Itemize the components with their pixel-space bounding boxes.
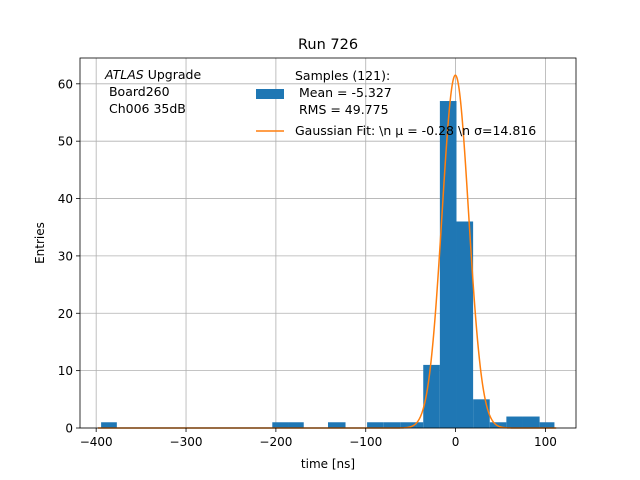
x-tick-label: −100 [349, 435, 382, 449]
plot-frame [79, 57, 577, 429]
histogram-bar [416, 422, 424, 428]
y-tick-label: 30 [58, 249, 73, 263]
histogram-bar [383, 422, 401, 428]
histogram-bar [439, 101, 457, 428]
histogram-bar [473, 399, 490, 428]
x-tick-label: 100 [534, 435, 557, 449]
y-tick-label: 10 [58, 364, 73, 378]
annotation-upgrade: Upgrade [144, 67, 202, 82]
legend-samples-label: Samples (121): [295, 68, 390, 83]
histogram-bar [328, 422, 346, 428]
x-tick-label: 0 [452, 435, 460, 449]
annotation-board: Board260 [105, 84, 170, 99]
x-tick-label: −200 [259, 435, 292, 449]
atlas-annotation: ATLAS Upgrade Board260 Ch006 35dB [104, 67, 201, 116]
histogram-bar [506, 416, 523, 428]
histogram-bar [272, 422, 289, 428]
gridlines [80, 58, 576, 429]
legend-samples-mean: Mean = -5.327 [295, 85, 392, 100]
y-tick-label: 20 [58, 307, 73, 321]
histogram-bar [101, 422, 117, 428]
chart-title: Run 726 [298, 37, 358, 53]
legend-swatch-samples [256, 89, 284, 99]
y-axis-label: Entries [33, 222, 47, 264]
histogram-bar [456, 221, 474, 428]
histogram-bar [400, 422, 417, 428]
x-axis-label: time [ns] [301, 457, 355, 471]
legend-fit-label: Gaussian Fit: \n μ = -0.28 \n σ=14.816 [295, 123, 536, 138]
legend-samples-rms: RMS = 49.775 [295, 102, 389, 117]
annotation-channel: Ch006 35dB [105, 101, 186, 116]
histogram-bar [522, 416, 540, 428]
histogram-bar [367, 422, 384, 428]
y-tick-label: 50 [58, 135, 73, 149]
x-tick-label: −300 [170, 435, 203, 449]
axis-ticks: −400 −300 −200 −100 0 100 0 10 20 30 40 50 60 [58, 77, 557, 449]
histogram-bars [101, 101, 555, 428]
y-tick-label: 40 [58, 192, 73, 206]
legend: Samples (121): Mean = -5.327 RMS = 49.77… [256, 68, 536, 138]
annotation-atlas: ATLAS [104, 67, 144, 82]
y-tick-label: 0 [65, 422, 73, 436]
histogram-bar [539, 422, 555, 428]
histogram-bar [288, 422, 304, 428]
histogram-bar [423, 364, 440, 428]
annotation-line-1: ATLAS Upgrade [104, 67, 201, 82]
y-tick-label: 60 [58, 77, 73, 91]
x-tick-label: −400 [80, 435, 113, 449]
